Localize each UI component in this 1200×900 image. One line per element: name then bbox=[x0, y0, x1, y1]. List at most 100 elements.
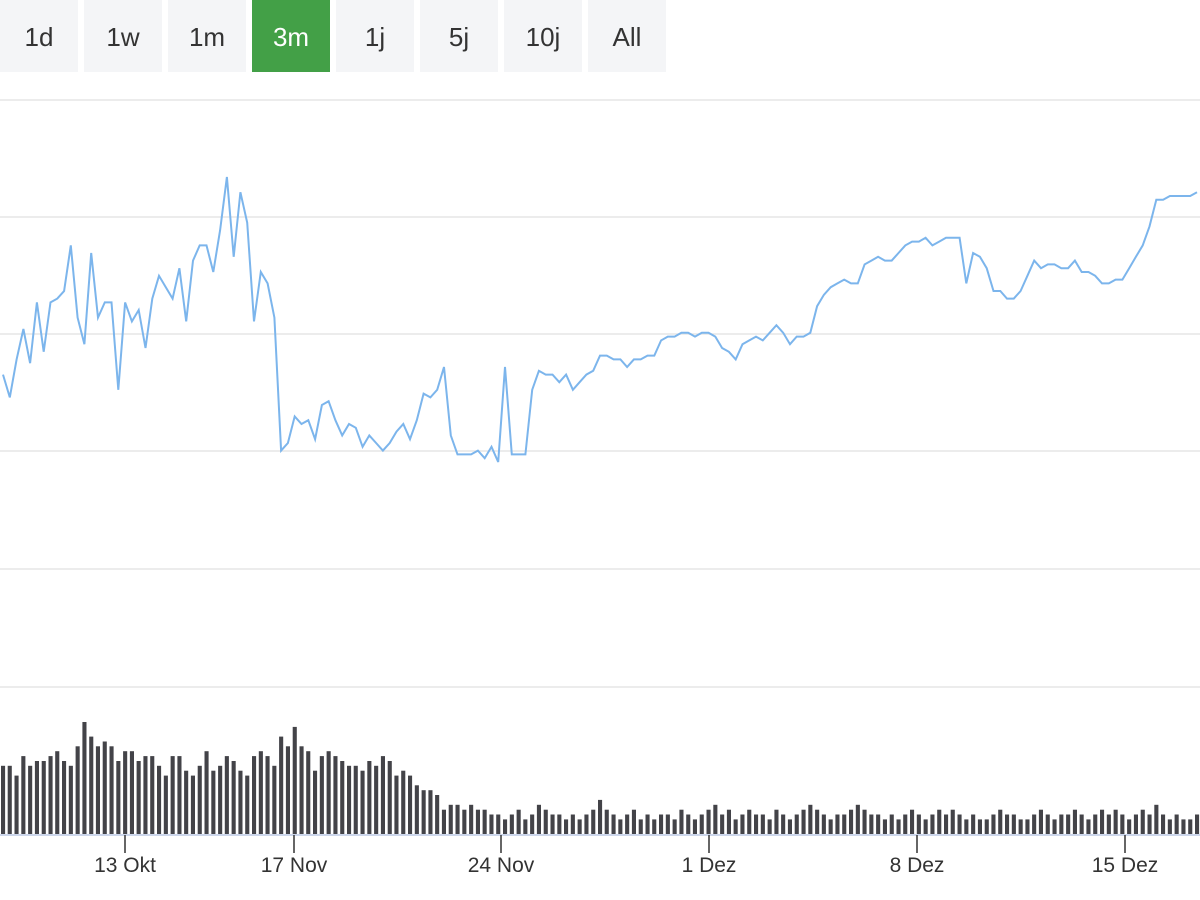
volume-bar bbox=[876, 814, 881, 834]
volume-bar bbox=[333, 756, 338, 834]
range-button-1m[interactable]: 1m bbox=[168, 0, 246, 72]
volume-bar bbox=[849, 809, 854, 834]
volume-bar bbox=[292, 726, 297, 834]
volume-bar bbox=[414, 785, 419, 834]
volume-bar bbox=[95, 746, 100, 834]
volume-bar bbox=[1086, 819, 1091, 834]
volume-bar bbox=[767, 819, 772, 834]
volume-bar bbox=[557, 814, 562, 834]
volume-bar bbox=[306, 751, 311, 834]
x-tick-label: 1 Dez bbox=[682, 854, 737, 877]
volume-bar bbox=[774, 809, 779, 834]
volume-bar bbox=[686, 814, 691, 834]
volume-bar bbox=[313, 770, 318, 834]
range-button-5j[interactable]: 5j bbox=[420, 0, 498, 72]
volume-bar bbox=[1181, 819, 1186, 834]
volume-bar bbox=[665, 814, 670, 834]
volume-bar bbox=[916, 814, 921, 834]
volume-bar bbox=[441, 809, 446, 834]
volume-bar bbox=[584, 814, 589, 834]
volume-bar bbox=[1167, 819, 1172, 834]
volume-bar bbox=[787, 819, 792, 834]
volume-bar bbox=[652, 819, 657, 834]
volume-bar bbox=[991, 814, 996, 834]
volume-bar bbox=[645, 814, 650, 834]
volume-bar bbox=[89, 736, 94, 834]
volume-bar bbox=[1025, 819, 1030, 834]
volume-bar bbox=[1066, 814, 1071, 834]
volume-bar bbox=[184, 770, 189, 834]
volume-bar bbox=[631, 809, 636, 834]
volume-bar bbox=[1127, 819, 1132, 834]
volume-bar bbox=[482, 809, 487, 834]
volume-bar bbox=[699, 814, 704, 834]
volume-bar bbox=[258, 751, 263, 834]
volume-bar bbox=[1113, 809, 1118, 834]
volume-bar bbox=[713, 804, 718, 834]
volume-bar bbox=[150, 756, 155, 834]
volume-bar bbox=[570, 814, 575, 834]
volume-bar bbox=[55, 751, 60, 834]
volume-bar bbox=[367, 761, 372, 834]
volume-bar bbox=[821, 814, 826, 834]
range-button-10j[interactable]: 10j bbox=[504, 0, 582, 72]
volume-bar bbox=[380, 756, 385, 834]
volume-bar bbox=[28, 765, 33, 834]
volume-bar bbox=[299, 746, 304, 834]
volume-bar bbox=[889, 814, 894, 834]
volume-bar bbox=[1045, 814, 1050, 834]
volume-bar bbox=[842, 814, 847, 834]
range-button-1j[interactable]: 1j bbox=[336, 0, 414, 72]
volume-bar bbox=[1038, 809, 1043, 834]
volume-bar bbox=[7, 765, 12, 834]
volume-bar bbox=[1011, 814, 1016, 834]
volume-bar bbox=[536, 804, 541, 834]
volume-bar bbox=[937, 809, 942, 834]
volume-bar bbox=[319, 756, 324, 834]
volume-bar bbox=[340, 761, 345, 834]
volume-bar bbox=[448, 804, 453, 834]
volume-bar bbox=[279, 736, 284, 834]
volume-bar bbox=[116, 761, 121, 834]
volume-bar bbox=[469, 804, 474, 834]
volume-bar bbox=[523, 819, 528, 834]
volume-bar bbox=[102, 741, 107, 834]
volume-bar bbox=[638, 819, 643, 834]
volume-bar bbox=[489, 814, 494, 834]
volume-bar bbox=[815, 809, 820, 834]
volume-bar bbox=[598, 799, 603, 834]
range-button-all[interactable]: All bbox=[588, 0, 666, 72]
volume-bar bbox=[550, 814, 555, 834]
range-button-1w[interactable]: 1w bbox=[84, 0, 162, 72]
volume-bar bbox=[394, 775, 399, 834]
volume-bar bbox=[496, 814, 501, 834]
range-button-1d[interactable]: 1d bbox=[0, 0, 78, 72]
volume-bar bbox=[604, 809, 609, 834]
volume-bar bbox=[163, 775, 168, 834]
volume-bar bbox=[428, 790, 433, 834]
range-button-3m[interactable]: 3m bbox=[252, 0, 330, 72]
volume-bar bbox=[190, 775, 195, 834]
volume-bar bbox=[41, 761, 46, 834]
volume-bar bbox=[136, 761, 141, 834]
volume-bar bbox=[34, 761, 39, 834]
volume-bar bbox=[625, 814, 630, 834]
volume-bar bbox=[964, 819, 969, 834]
volume-bar bbox=[1005, 814, 1010, 834]
volume-bar bbox=[577, 819, 582, 834]
volume-bar bbox=[984, 819, 989, 834]
series-line bbox=[2, 176, 1198, 463]
volume-bar bbox=[801, 809, 806, 834]
volume-bar bbox=[1032, 814, 1037, 834]
volume-bar bbox=[828, 819, 833, 834]
x-tick-label: 15 Dez bbox=[1092, 854, 1159, 877]
volume-bar bbox=[82, 722, 87, 834]
volume-bar bbox=[218, 765, 223, 834]
grid-lines bbox=[0, 99, 1200, 688]
volume-bar bbox=[977, 819, 982, 834]
volume-bar bbox=[462, 809, 467, 834]
x-axis-ticks: 13 Okt 17 Nov 24 Nov 1 Dez 8 Dez 15 Dez bbox=[94, 835, 1158, 877]
volume-bar bbox=[1195, 814, 1200, 834]
volume-bar bbox=[157, 765, 162, 834]
volume-bar bbox=[835, 814, 840, 834]
